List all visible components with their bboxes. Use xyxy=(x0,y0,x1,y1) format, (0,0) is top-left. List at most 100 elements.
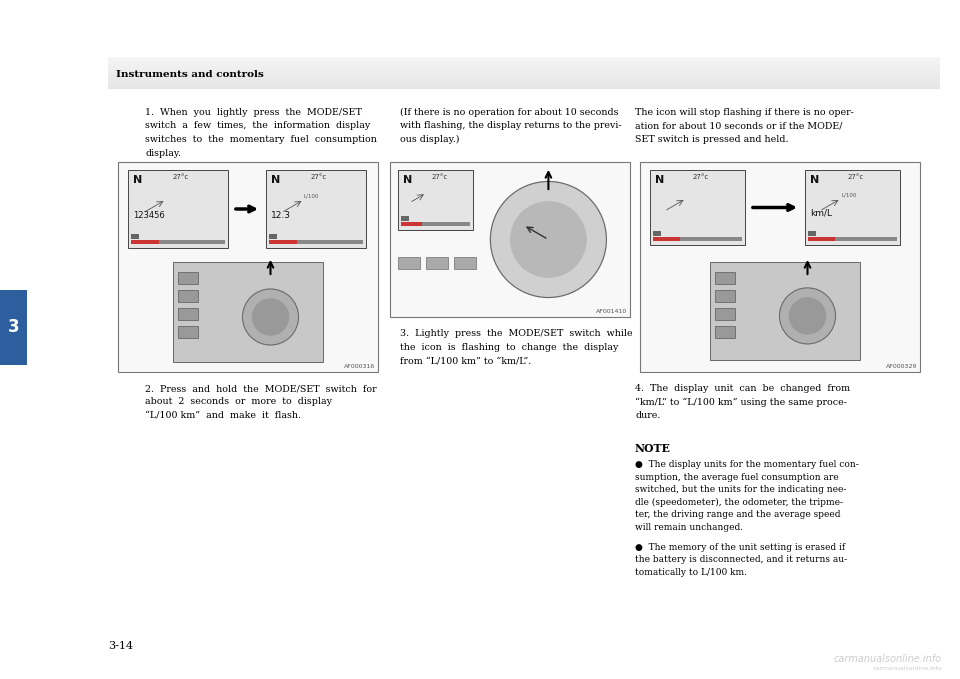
Bar xyxy=(128,170,228,248)
Bar xyxy=(715,290,735,302)
Bar xyxy=(108,59,940,60)
Bar xyxy=(269,240,298,244)
Bar xyxy=(108,69,940,70)
Text: SET switch is pressed and held.: SET switch is pressed and held. xyxy=(635,135,788,144)
Text: 3: 3 xyxy=(8,318,19,337)
Bar xyxy=(401,222,421,226)
Bar xyxy=(108,60,940,61)
Bar xyxy=(108,83,940,84)
Bar xyxy=(653,237,680,241)
Text: sumption, the average fuel consumption are: sumption, the average fuel consumption a… xyxy=(635,473,839,481)
Bar xyxy=(650,170,745,245)
Circle shape xyxy=(789,298,826,334)
Text: L/100: L/100 xyxy=(841,193,856,198)
Bar xyxy=(108,61,940,62)
Bar xyxy=(398,257,420,269)
Text: AF001410: AF001410 xyxy=(596,309,627,314)
Text: ●  The memory of the unit setting is erased if: ● The memory of the unit setting is eras… xyxy=(635,543,845,552)
Text: 123456: 123456 xyxy=(133,210,165,219)
Text: carmanualsonline.info: carmanualsonline.info xyxy=(834,654,942,664)
Bar xyxy=(266,170,366,248)
Text: ation for about 10 seconds or if the MODE/: ation for about 10 seconds or if the MOD… xyxy=(635,122,843,130)
Bar xyxy=(808,237,834,241)
Text: The icon will stop flashing if there is no oper-: The icon will stop flashing if there is … xyxy=(635,108,853,117)
Bar xyxy=(269,240,363,244)
Bar xyxy=(715,308,735,320)
Bar xyxy=(390,162,630,317)
Bar xyxy=(108,64,940,65)
Text: switched, but the units for the indicating nee-: switched, but the units for the indicati… xyxy=(635,485,847,494)
Text: dure.: dure. xyxy=(635,411,660,420)
Bar xyxy=(715,326,735,338)
Text: carmanualsonline.info: carmanualsonline.info xyxy=(873,666,942,671)
Text: km/L: km/L xyxy=(810,209,832,218)
Bar xyxy=(108,77,940,78)
Text: 4.  The  display  unit  can  be  changed  from: 4. The display unit can be changed from xyxy=(635,384,851,393)
Circle shape xyxy=(780,288,835,344)
Text: 2.  Press  and  hold  the  MODE/SET  switch  for: 2. Press and hold the MODE/SET switch fo… xyxy=(145,384,376,393)
Text: 3.  Lightly  press  the  MODE/SET  switch  while: 3. Lightly press the MODE/SET switch whi… xyxy=(400,329,633,338)
Bar xyxy=(653,237,742,241)
Text: NOTE: NOTE xyxy=(635,443,671,454)
Text: with flashing, the display returns to the previ-: with flashing, the display returns to th… xyxy=(400,122,622,130)
Text: the  icon  is  flashing  to  change  the  display: the icon is flashing to change the displ… xyxy=(400,342,618,352)
Text: the battery is disconnected, and it returns au-: the battery is disconnected, and it retu… xyxy=(635,555,847,564)
Bar xyxy=(131,240,159,244)
Bar xyxy=(426,257,448,269)
Bar xyxy=(118,162,378,372)
Bar xyxy=(108,78,940,79)
Bar xyxy=(178,326,198,338)
Text: 12.3: 12.3 xyxy=(271,210,291,219)
Bar xyxy=(398,170,473,230)
Text: N: N xyxy=(810,175,819,185)
Bar xyxy=(808,237,897,241)
Text: display.: display. xyxy=(145,149,181,158)
Text: ●  The display units for the momentary fuel con-: ● The display units for the momentary fu… xyxy=(635,460,859,469)
Bar xyxy=(108,70,940,71)
Bar xyxy=(108,85,940,86)
Text: AF000316: AF000316 xyxy=(344,364,375,369)
Bar xyxy=(108,73,940,74)
Text: 27°c: 27°c xyxy=(311,174,327,180)
Bar xyxy=(108,76,940,77)
Bar xyxy=(108,88,940,89)
Text: from “L/100 km” to “km/L”.: from “L/100 km” to “km/L”. xyxy=(400,356,531,365)
Text: N: N xyxy=(271,175,280,185)
Bar xyxy=(108,79,940,80)
Text: 1.  When  you  lightly  press  the  MODE/SET: 1. When you lightly press the MODE/SET xyxy=(145,108,362,117)
Bar xyxy=(108,80,940,81)
Bar xyxy=(710,262,860,360)
Bar xyxy=(108,75,940,76)
Bar xyxy=(108,63,940,64)
Text: tomatically to L/100 km.: tomatically to L/100 km. xyxy=(635,568,747,577)
Circle shape xyxy=(511,202,587,277)
Bar xyxy=(108,68,940,69)
Text: will remain unchanged.: will remain unchanged. xyxy=(635,523,743,532)
Text: Instruments and controls: Instruments and controls xyxy=(116,70,264,79)
Bar xyxy=(108,81,940,82)
Bar xyxy=(108,82,940,83)
Circle shape xyxy=(491,181,607,297)
Bar xyxy=(640,162,920,372)
Bar xyxy=(178,290,198,302)
Bar xyxy=(269,234,277,239)
Bar xyxy=(401,222,470,226)
Text: AF000329: AF000329 xyxy=(885,364,917,369)
Bar xyxy=(131,234,139,239)
Bar xyxy=(108,67,940,68)
Bar xyxy=(108,71,940,72)
Text: switches  to  the  momentary  fuel  consumption: switches to the momentary fuel consumpti… xyxy=(145,135,377,144)
Bar xyxy=(653,231,661,236)
Bar xyxy=(715,272,735,284)
Bar xyxy=(108,72,940,73)
Bar xyxy=(108,58,940,59)
Bar xyxy=(805,170,900,245)
Bar xyxy=(401,216,409,221)
Text: about  2  seconds  or  more  to  display: about 2 seconds or more to display xyxy=(145,397,332,407)
Text: 27°c: 27°c xyxy=(848,174,864,180)
Bar xyxy=(108,65,940,66)
Text: N: N xyxy=(655,175,664,185)
Text: “L/100 km”  and  make  it  flash.: “L/100 km” and make it flash. xyxy=(145,411,301,420)
Bar xyxy=(108,74,940,75)
Text: 27°c: 27°c xyxy=(693,174,709,180)
